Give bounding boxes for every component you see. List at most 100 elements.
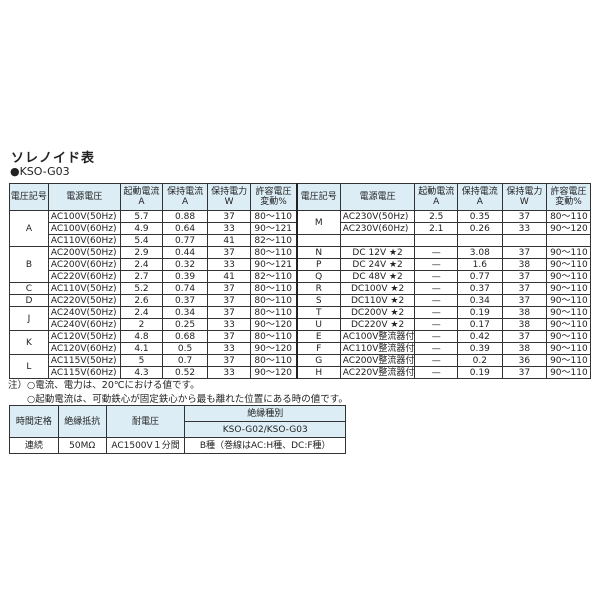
allowable-voltage: 90〜120 (250, 318, 298, 331)
holding-power: 37 (206, 210, 252, 223)
allowable-voltage: 90〜110 (546, 246, 591, 259)
voltage-code: F (295, 342, 341, 355)
holding-current: 0.68 (162, 330, 208, 343)
holding-power: 37 (206, 294, 252, 307)
power-voltage: AC220V整流器付 (339, 366, 416, 379)
allowable-voltage: 90〜110 (546, 330, 591, 343)
header-text: 電圧記号 (10, 192, 47, 202)
allowable-voltage: 90〜110 (546, 282, 591, 295)
allowable-voltage: 90〜110 (546, 318, 591, 331)
power-voltage: AC200V整流器付 (339, 354, 416, 367)
voltage-code: E (295, 330, 341, 343)
starting-current: 2 (119, 318, 164, 331)
holding-current: 1.6 (457, 258, 503, 271)
header-text: 保持電力 (506, 187, 543, 197)
table-row: AC240V(60Hz) 2 0.25 33 90〜120 U DC220V ★2—0.17… (10, 318, 591, 331)
holding-current: 0.26 (457, 222, 503, 235)
holding-current: 0.42 (457, 330, 503, 343)
spec-header-time-rating: 時間定格 (9, 405, 59, 438)
voltage-code: S (295, 294, 341, 307)
table-row: AC110V(60Hz) 5.4 0.77 41 82〜110 (10, 234, 591, 247)
header-text: A (138, 197, 145, 207)
header-text: 起動電流 (418, 187, 455, 197)
model-label: ●KSO-G03 (10, 165, 70, 178)
table-row: AC115V(60Hz) 4.3 0.52 33 90〜120 H AC220V整流器付 —0… (10, 366, 591, 379)
voltage-code: T (295, 306, 341, 319)
allowable-voltage: 82〜110 (250, 234, 298, 247)
starting-current: — (414, 294, 459, 307)
holding-power: 37 (501, 246, 548, 259)
power-voltage: AC100V(60Hz) (47, 222, 121, 235)
holding-current: 0.7 (162, 354, 208, 367)
power-voltage: AC115V(50Hz) (47, 354, 121, 367)
power-voltage: AC110V(60Hz) (47, 234, 121, 247)
holding-power: 37 (501, 330, 548, 343)
header-text: 保持電力 (211, 187, 248, 197)
holding-current: 0.19 (457, 366, 503, 379)
starting-current: 2.7 (119, 270, 164, 283)
header-text: 許容電圧 (255, 187, 292, 197)
voltage-code (295, 234, 341, 247)
holding-current: 0.17 (457, 318, 503, 331)
starting-current: — (414, 342, 459, 355)
holding-current: 0.74 (162, 282, 208, 295)
voltage-code: K (9, 330, 49, 355)
holding-current: 0.5 (162, 342, 208, 355)
holding-power: 33 (206, 222, 252, 235)
power-voltage: DC 48V ★2 (339, 270, 416, 283)
allowable-voltage: 90〜110 (546, 342, 591, 355)
starting-current: 5.2 (119, 282, 164, 295)
table-row: K AC120V(50Hz) 4.8 0.68 37 80〜110 E AC100V整流器付 —… (9, 330, 591, 355)
holding-power: 37 (206, 354, 252, 367)
holding-power: 33 (501, 222, 548, 235)
power-voltage: AC110V整流器付 (339, 342, 416, 355)
allowable-voltage: 82〜110 (250, 270, 298, 283)
starting-current: 2.4 (119, 258, 164, 271)
allowable-voltage (546, 234, 591, 247)
holding-power: 37 (501, 366, 548, 379)
spec-table: 時間定格 絶縁抵抗 耐電圧 絶縁種別 KSO-G02/KSO-G03 連続 50… (9, 405, 346, 454)
holding-power: 37 (206, 282, 252, 295)
holding-power: 37 (206, 246, 252, 259)
starting-current: — (414, 354, 459, 367)
header-text: 起動電流 (123, 187, 160, 197)
power-voltage: AC115V(60Hz) (47, 366, 121, 379)
allowable-voltage: 90〜110 (546, 294, 591, 307)
spec-row: 連続 50MΩ AC1500V１分間 B種（巻線はAC:H種、DC:F種） (9, 437, 346, 454)
allowable-voltage: 90〜120 (546, 222, 591, 235)
holding-current: 0.64 (162, 222, 208, 235)
allowable-voltage: 80〜110 (250, 282, 298, 295)
spec-value: AC1500V１分間 (105, 437, 186, 454)
table-row: AC200V(60Hz) 2.4 0.32 33 90〜121 P DC 24V ★2—1.… (10, 258, 591, 271)
allowable-voltage: 90〜121 (250, 258, 298, 271)
holding-power: 33 (206, 366, 252, 379)
holding-power: 38 (501, 342, 548, 355)
header-power-voltage: 電源電圧 (339, 183, 416, 211)
table-row: AC220V(60Hz) 2.7 0.39 41 82〜110 Q DC 48V ★2—0.… (10, 270, 591, 283)
allowable-voltage: 90〜110 (546, 354, 591, 367)
holding-current: 0.34 (457, 294, 503, 307)
power-voltage: AC120V(50Hz) (47, 330, 121, 343)
header-voltage-code: 電圧記号 (295, 183, 341, 211)
header-text: A (476, 197, 483, 207)
table-header-row: 電圧記号 電源電圧 起動電流 A 保持電流 A 保持電力 W 許容電圧 変動% 電圧記号 電源電圧 起動… (9, 183, 591, 211)
holding-current: 0.2 (457, 354, 503, 367)
holding-current: 0.77 (457, 270, 503, 283)
power-voltage: DC200V ★2 (339, 306, 416, 319)
table-row: J AC240V(50Hz) 2.4 0.34 37 80〜110 T DC200V ★2—0… (9, 306, 591, 331)
note-2: ○起動電流は、可動鉄心が固定鉄心から最も離れた位置にある時の値です。 (27, 394, 348, 405)
voltage-code: C (9, 282, 49, 295)
power-voltage: AC240V(60Hz) (47, 318, 121, 331)
starting-current: 2.5 (414, 210, 459, 223)
holding-power: 38 (501, 258, 548, 271)
power-voltage: AC200V(60Hz) (47, 258, 121, 271)
power-voltage: AC100V(50Hz) (47, 210, 121, 223)
voltage-code: H (295, 366, 341, 379)
starting-current: 5 (119, 354, 164, 367)
holding-current: 0.37 (457, 282, 503, 295)
voltage-code: U (295, 318, 341, 331)
allowable-voltage: 90〜110 (546, 306, 591, 319)
starting-current (414, 234, 459, 247)
table-row: AC120V(60Hz) 4.1 0.5 33 90〜120 F AC110V整流器付 —0.… (10, 342, 591, 355)
voltage-code: B (9, 246, 49, 283)
